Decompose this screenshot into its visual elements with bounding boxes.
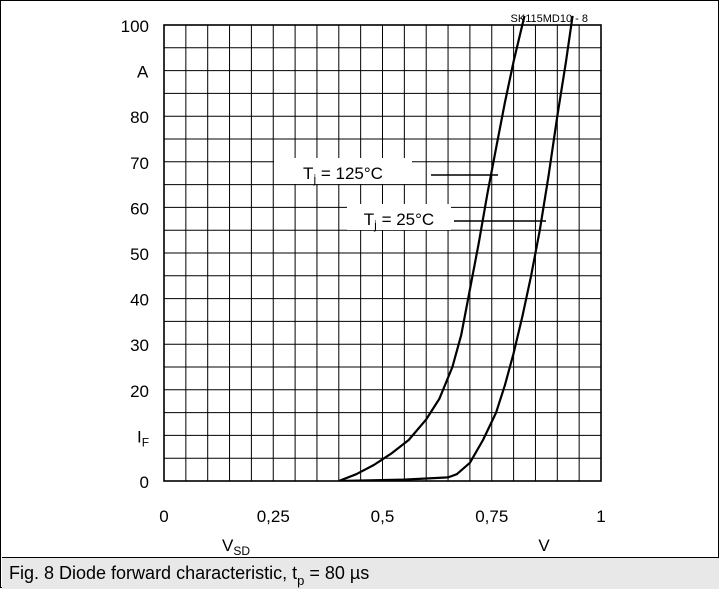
y-tick-label: 50 bbox=[130, 245, 149, 264]
series-label-tj-125c-bg bbox=[274, 158, 412, 184]
series-label-tj-125c-sub: j bbox=[312, 172, 316, 186]
x-tick-label: 0,75 bbox=[475, 507, 508, 526]
series-label-tj-125c-rest: = 125°C bbox=[316, 164, 383, 183]
caption-subscript: p bbox=[297, 573, 305, 588]
series-label-tj-25c-rest: = 25°C bbox=[377, 210, 434, 229]
y-axis-label-main: I bbox=[137, 427, 142, 446]
chart-code-label: SK115MD10 - 8 bbox=[511, 13, 588, 25]
annotations: Tj = 125°CTj = 25°C bbox=[274, 158, 546, 232]
x-tick-label: 0,5 bbox=[371, 507, 395, 526]
series-label-tj-25c-bg bbox=[347, 204, 451, 230]
y-tick-label: 20 bbox=[130, 382, 149, 401]
y-tick-label: 100 bbox=[121, 17, 149, 36]
x-tick-label: 0,25 bbox=[257, 507, 290, 526]
x-tick-label: 1 bbox=[596, 507, 605, 526]
y-tick-label: 30 bbox=[130, 336, 149, 355]
y-tick-label: IF bbox=[137, 427, 149, 449]
y-axis-label-sub: F bbox=[142, 435, 149, 449]
tick-labels: SK115MD10 - 8 0 0,25 0,5 0,75 1 0 IF 20 30 40 50 60 7… bbox=[121, 13, 606, 557]
x-axis-label-sub: SD bbox=[233, 544, 250, 557]
series-label-tj-125c: Tj = 125°C bbox=[303, 164, 383, 186]
caption-bar: Fig. 8 Diode forward characteristic, tp … bbox=[2, 557, 719, 589]
series-line-tj-125c bbox=[338, 15, 526, 481]
y-tick-label: 70 bbox=[130, 154, 149, 173]
figure-caption: Fig. 8 Diode forward characteristic, tp … bbox=[9, 563, 370, 588]
series-label-tj-125c-main: T bbox=[303, 164, 313, 183]
y-tick-label: 80 bbox=[130, 108, 149, 127]
caption-text-end: = 80 µs bbox=[304, 563, 370, 583]
x-tick-label: 0 bbox=[159, 507, 168, 526]
series-line-tj-25c bbox=[338, 15, 574, 481]
y-unit-label: A bbox=[137, 63, 149, 82]
x-unit-label: V bbox=[538, 536, 550, 555]
y-tick-label: 0 bbox=[140, 473, 149, 492]
y-tick-label: 60 bbox=[130, 199, 149, 218]
chart-svg: SK115MD10 - 8 0 0,25 0,5 0,75 1 0 IF 20 30 40 50 60 7… bbox=[121, 13, 606, 557]
series-label-tj-25c-sub: j bbox=[373, 218, 377, 232]
x-axis-label: VSD bbox=[222, 536, 250, 557]
grid bbox=[163, 24, 602, 482]
y-tick-label: 40 bbox=[130, 291, 149, 310]
series-curves bbox=[338, 15, 574, 481]
series-label-tj-25c: Tj = 25°C bbox=[364, 210, 434, 232]
series-label-tj-25c-main: T bbox=[364, 210, 374, 229]
caption-text: Fig. 8 Diode forward characteristic, t bbox=[9, 563, 298, 583]
x-axis-label-main: V bbox=[222, 536, 234, 555]
